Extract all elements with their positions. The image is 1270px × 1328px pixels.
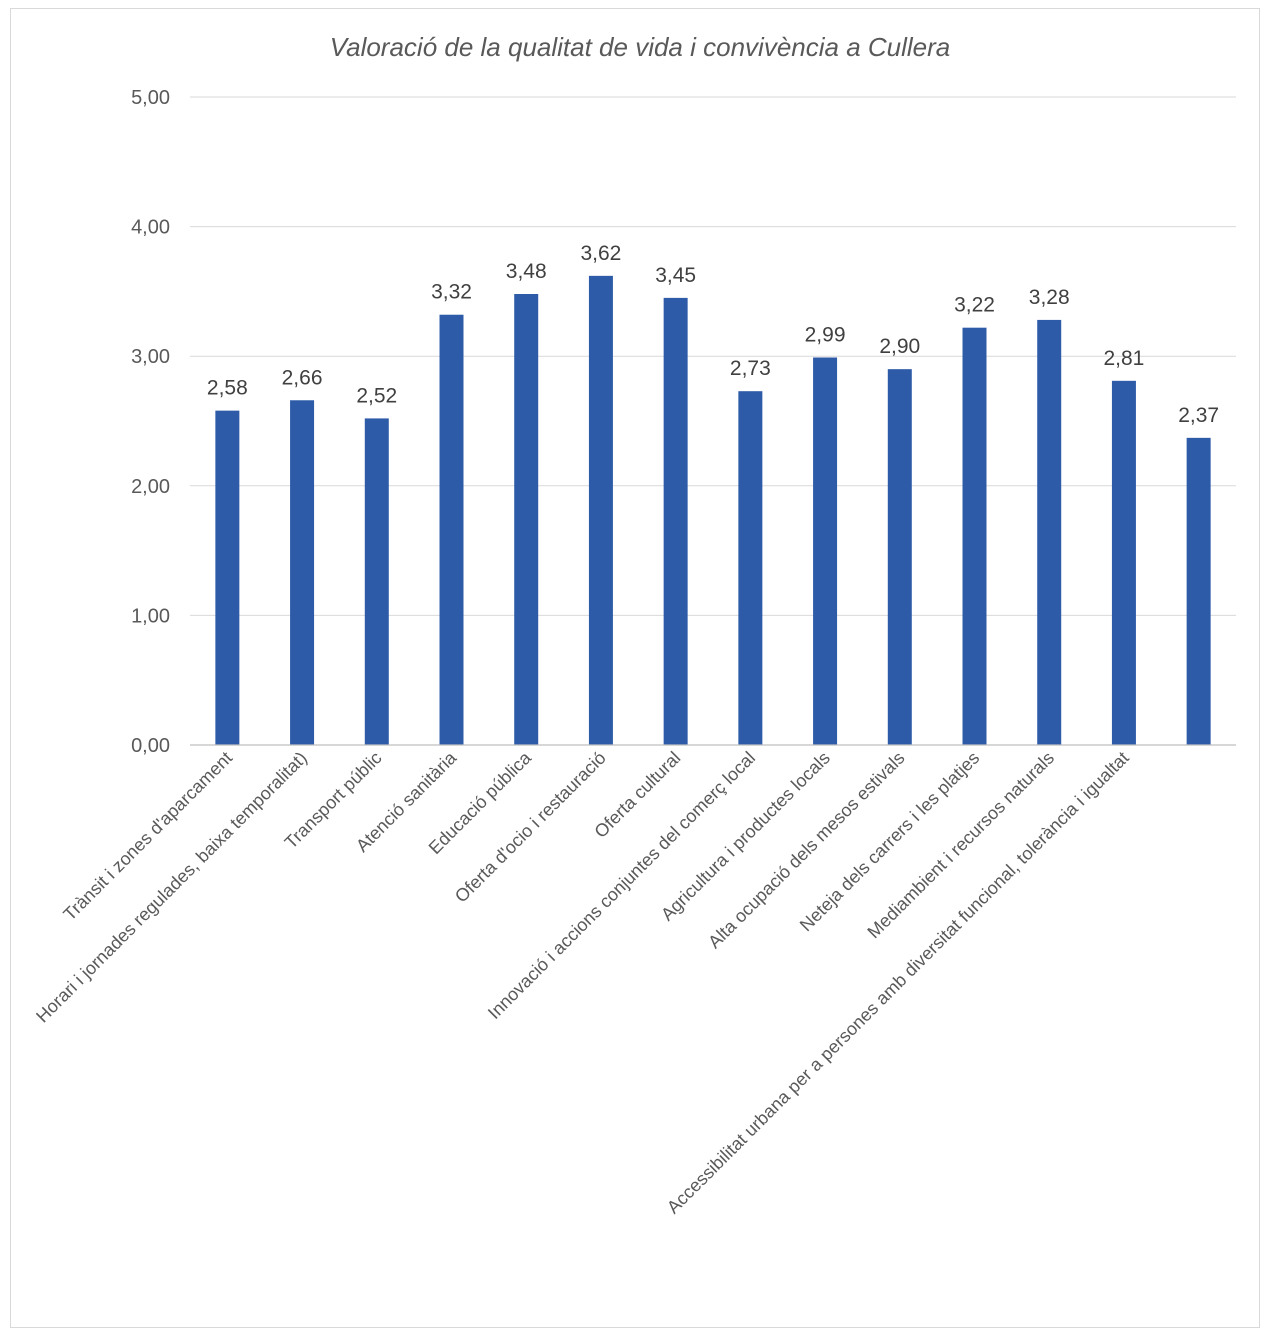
bar [215,410,240,745]
x-tick-label: Oferta d'ocio i restauració [451,748,610,907]
y-tick-label: 3,00 [131,346,170,368]
x-tick-label: Innovació i accions conjuntes del comerç… [484,748,759,1023]
chart-title: Valoració de la qualitat de vida i convi… [330,32,951,62]
x-tick-label: Horari i jornades regulades, baixa tempo… [32,748,311,1027]
data-label: 2,52 [356,384,397,407]
bar [439,314,464,745]
data-label: 2,81 [1103,347,1144,370]
bar [1037,319,1062,745]
data-label: 2,37 [1178,404,1219,427]
bar [588,275,613,745]
bar [887,369,912,745]
bar [813,357,838,745]
data-label: 2,58 [207,377,248,400]
bar [1186,437,1211,745]
bar [514,293,539,745]
y-tick-label: 5,00 [131,87,170,109]
bar [962,327,987,745]
bar [663,297,688,745]
data-label: 2,90 [879,335,920,358]
y-tick-label: 0,00 [131,735,170,757]
data-label: 3,48 [506,260,547,283]
data-label: 3,32 [431,281,472,304]
data-label: 3,45 [655,264,696,287]
data-label: 3,22 [954,294,995,317]
bar [364,418,389,745]
data-label: 2,99 [805,323,846,346]
data-label: 2,73 [730,357,771,380]
gridlines [190,96,1236,616]
bar [1111,380,1136,745]
data-label: 3,28 [1029,286,1070,309]
y-tick-label: 4,00 [131,217,170,239]
data-label: 3,62 [580,242,621,265]
y-tick-label: 2,00 [131,476,170,498]
bars [215,275,1211,745]
y-axis-ticks: 0,00 1,00 2,00 3,00 4,00 5,00 [131,87,170,757]
bar [738,391,763,745]
data-labels: 2,58 2,66 2,52 3,32 3,48 3,62 3,45 2,73 2,99 2,90… [207,242,1219,427]
bar [290,400,315,745]
data-label: 2,66 [282,366,323,389]
y-tick-label: 1,00 [131,605,170,627]
